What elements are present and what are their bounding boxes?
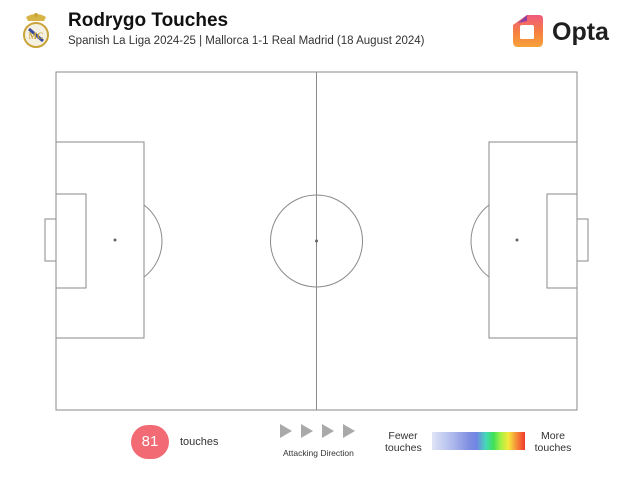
heat-spot xyxy=(117,123,151,157)
heat-spot xyxy=(417,80,456,119)
heat-spot xyxy=(195,116,229,150)
play-arrow-icon xyxy=(301,424,313,438)
centre-circle xyxy=(270,194,363,288)
svg-text:MC: MC xyxy=(29,31,44,41)
left-goal xyxy=(44,218,57,262)
heat-layer xyxy=(71,73,573,409)
heat-spot xyxy=(540,366,573,399)
attacking-direction-label: Attacking Direction xyxy=(283,448,354,458)
heat-spot xyxy=(169,163,203,197)
attacking-direction-arrows xyxy=(280,424,360,440)
right-penalty-arc xyxy=(470,204,490,278)
chart-subtitle: Spanish La Liga 2024-25 | Mallorca 1-1 R… xyxy=(68,35,425,47)
touch-count-label: touches xyxy=(180,436,219,448)
heat-spot xyxy=(287,358,325,395)
left-penalty-arc xyxy=(143,204,163,278)
chart-footer: 81 touches Attacking Direction Fewer tou… xyxy=(0,418,630,472)
heat-spot xyxy=(507,298,543,333)
play-arrow-icon xyxy=(322,424,334,438)
heat-spot xyxy=(456,312,490,346)
heat-spot xyxy=(310,156,344,190)
play-arrow-icon xyxy=(280,424,292,438)
right-penalty-spot xyxy=(515,238,519,242)
heat-spot xyxy=(256,351,293,388)
heat-spot xyxy=(507,189,543,225)
heat-spot xyxy=(123,285,156,319)
heat-spot xyxy=(444,108,481,145)
heat-spot xyxy=(317,362,358,403)
chart-title: Rodrygo Touches xyxy=(68,10,229,31)
heat-spot xyxy=(341,217,375,251)
heat-spot xyxy=(402,371,440,409)
brand-name: Opta xyxy=(552,18,609,46)
heat-spot xyxy=(485,148,523,185)
left-penalty-spot xyxy=(113,238,117,242)
legend-low-label: Fewer touches xyxy=(385,430,422,454)
heat-spot xyxy=(540,73,572,105)
opta-logo-icon xyxy=(513,15,543,47)
legend-color-scale xyxy=(432,432,525,450)
heat-spot xyxy=(284,251,318,285)
heat-spot xyxy=(471,258,506,292)
heat-spot xyxy=(245,317,283,355)
real-madrid-crest-icon: MC xyxy=(23,13,49,48)
touch-count-badge: 81 xyxy=(131,425,169,459)
right-goal xyxy=(576,218,589,262)
heat-spot xyxy=(528,230,563,265)
chart-header: MC Rodrygo Touches Spanish La Liga 2024-… xyxy=(0,0,630,62)
heat-spot xyxy=(359,366,399,407)
heat-spot xyxy=(71,90,104,122)
legend-high-label: More touches xyxy=(534,430,572,454)
centre-spot xyxy=(315,239,318,243)
opta-brand: Opta xyxy=(510,12,620,52)
play-arrow-icon xyxy=(343,424,355,438)
heat-spot xyxy=(364,93,404,133)
